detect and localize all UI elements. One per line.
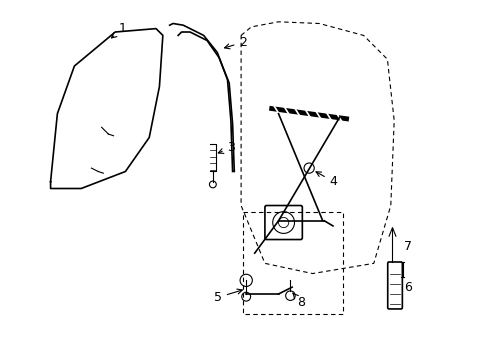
- Text: 8: 8: [292, 293, 305, 309]
- Text: 4: 4: [315, 172, 337, 188]
- Text: 3: 3: [218, 141, 235, 154]
- Text: 6: 6: [404, 281, 411, 294]
- Text: 7: 7: [404, 240, 411, 253]
- Text: 1: 1: [111, 22, 126, 38]
- Text: 2: 2: [224, 36, 247, 49]
- Text: 5: 5: [213, 289, 242, 304]
